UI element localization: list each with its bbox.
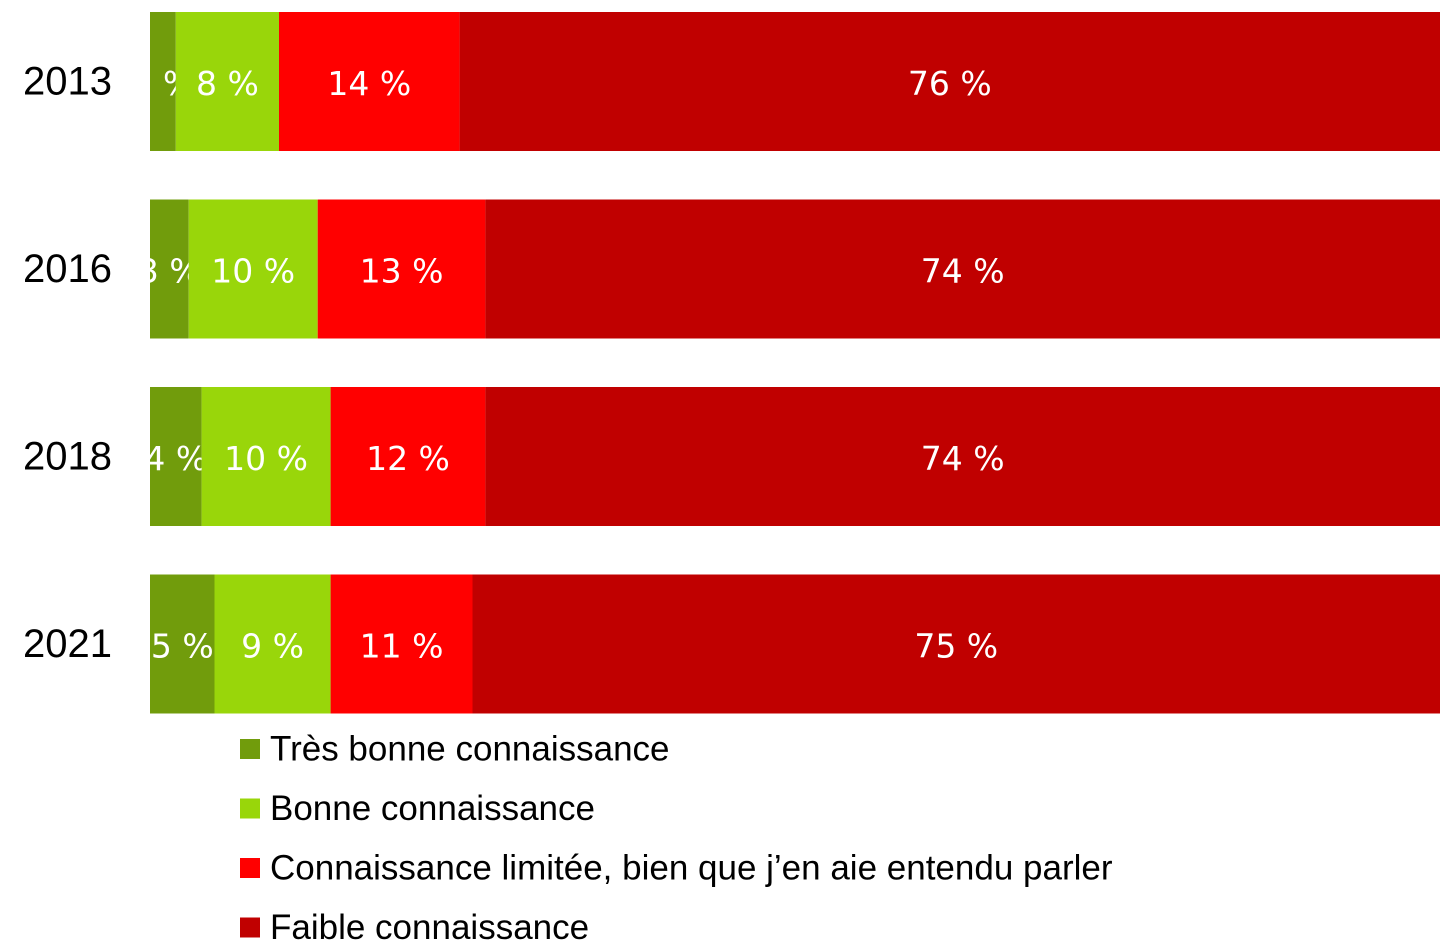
bar-segment	[150, 199, 189, 339]
value-label: 14 %	[327, 64, 411, 103]
legend-swatch	[240, 739, 260, 759]
category-label: 2016	[23, 247, 112, 291]
value-label: 4 %	[144, 439, 207, 478]
category-label: 2018	[23, 435, 112, 479]
value-label: 10 %	[224, 439, 308, 478]
bar-segment	[150, 574, 215, 714]
value-label: 5 %	[151, 627, 214, 666]
bar-segment	[459, 12, 1440, 151]
value-label: 8 %	[196, 64, 259, 103]
bar-segment	[279, 12, 460, 151]
value-label: 74 %	[921, 439, 1005, 478]
category-label: 2021	[23, 622, 112, 666]
bar-segment	[472, 574, 1440, 714]
value-label: 75 %	[914, 627, 998, 666]
bar-segment	[201, 387, 331, 526]
bar-segment	[330, 574, 473, 714]
value-label: 12 %	[366, 439, 450, 478]
bar-segment	[317, 199, 486, 339]
bar-segment	[485, 199, 1440, 339]
bar-segment	[330, 387, 486, 526]
bar-segment	[214, 574, 331, 714]
bar-segment	[175, 12, 279, 151]
value-label: 9 %	[241, 627, 304, 666]
legend-swatch	[240, 917, 260, 938]
legend-swatch	[240, 858, 260, 878]
value-label: 11 %	[360, 627, 444, 666]
bar-segment	[188, 199, 318, 339]
bar-segment	[150, 387, 202, 526]
value-label: 76 %	[908, 64, 992, 103]
legend-label: Bonne connaissance	[270, 789, 595, 828]
value-label: 10 %	[211, 252, 295, 291]
legend-label: Faible connaissance	[270, 908, 589, 943]
legend-label: Connaissance limitée, bien que j’en aie …	[270, 849, 1113, 888]
bar-segment	[150, 12, 176, 151]
value-label: 74 %	[921, 252, 1005, 291]
value-label: 13 %	[360, 252, 444, 291]
bar-segment	[485, 387, 1440, 526]
legend-label: Très bonne connaissance	[270, 730, 670, 769]
legend-swatch	[240, 798, 260, 819]
category-label: 2013	[23, 60, 112, 104]
